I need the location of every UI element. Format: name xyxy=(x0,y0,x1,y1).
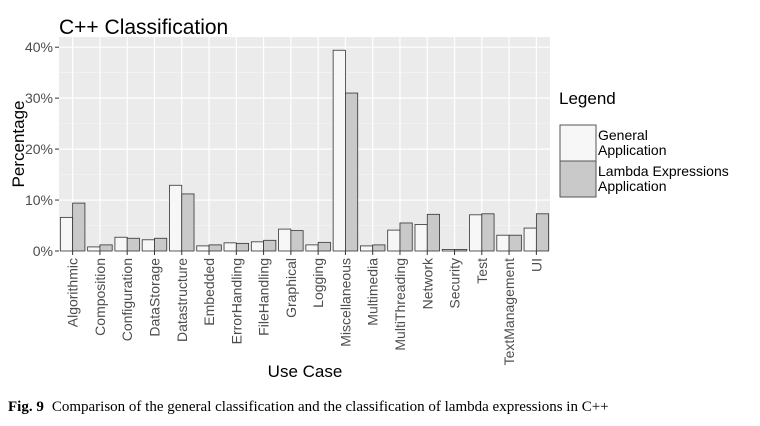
y-tick-label: 40% xyxy=(25,39,53,55)
bar-general-algorithmic xyxy=(59,216,74,252)
bar-general-miscellaneous xyxy=(332,49,346,252)
bar-general-multithreading xyxy=(387,229,401,252)
x-tick-label: Network xyxy=(419,257,435,309)
bar-lambda-multimedia xyxy=(372,244,386,252)
chart-title: C++ Classification xyxy=(59,16,228,39)
legend-key-lambda xyxy=(559,160,597,198)
bar-lambda-filehandling xyxy=(263,239,277,252)
x-tick-label: Logging xyxy=(310,258,326,308)
x-tick-label: Datastructure xyxy=(174,258,190,342)
bar-lambda-algorithmic xyxy=(72,202,86,252)
bar-general-ui xyxy=(523,227,537,252)
x-tick-label: Multimedia xyxy=(365,258,381,326)
bar-lambda-test xyxy=(481,213,495,252)
bar-general-errorhandling xyxy=(223,242,237,252)
x-tick-label: UI xyxy=(528,258,544,272)
bar-general-test xyxy=(469,214,483,252)
bar-lambda-logging xyxy=(317,241,331,252)
bar-lambda-multithreading xyxy=(399,222,413,252)
x-tick-label: Test xyxy=(474,258,490,284)
y-tick-label: 20% xyxy=(25,141,53,157)
bar-lambda-errorhandling xyxy=(235,242,249,252)
bar-lambda-embedded xyxy=(208,244,222,252)
bar-general-network xyxy=(414,224,428,252)
y-tick-label: 30% xyxy=(25,90,53,106)
figure-caption: Fig. 9 Comparison of the general classifi… xyxy=(8,399,609,416)
bar-lambda-miscellaneous xyxy=(345,92,359,252)
x-tick-label: Graphical xyxy=(283,258,299,318)
figure-caption-text: Comparison of the general classification… xyxy=(51,399,609,415)
x-tick-label: Miscellaneous xyxy=(337,258,353,347)
chart: 0% 10% 20% 30% 40% Algorithmic Composition Con… xyxy=(9,16,729,381)
bar-general-embedded xyxy=(196,245,210,252)
x-tick-label: MultiThreading xyxy=(392,258,408,351)
x-tick-label: DataStorage xyxy=(146,258,162,337)
bar-general-multimedia xyxy=(360,245,374,252)
x-tick-label: Algorithmic xyxy=(65,258,81,327)
bar-lambda-graphical xyxy=(290,230,304,252)
y-tick-label: 10% xyxy=(25,192,53,208)
bar-general-security xyxy=(441,249,455,252)
bar-general-datastructure xyxy=(169,184,183,252)
bar-general-composition xyxy=(87,246,101,252)
bar-general-datastorage xyxy=(141,239,155,252)
bar-lambda-network xyxy=(426,213,440,252)
legend-title: Legend xyxy=(559,89,616,108)
bar-lambda-textmanagement xyxy=(508,234,522,252)
figure-caption-label: Fig. 9 xyxy=(8,399,44,415)
x-axis-label: Use Case xyxy=(268,362,343,381)
bar-lambda-ui xyxy=(535,213,550,252)
x-axis: Algorithmic Composition Configuration DataS… xyxy=(65,251,544,366)
bar-lambda-configuration xyxy=(126,237,140,252)
bar-general-logging xyxy=(305,244,319,252)
bar-general-graphical xyxy=(278,228,292,252)
x-tick-label: Composition xyxy=(92,258,108,336)
bar-lambda-security xyxy=(454,249,468,252)
legend-label: Lambda Expressions Application xyxy=(598,163,729,194)
x-tick-label: Embedded xyxy=(201,258,217,326)
bar-general-configuration xyxy=(114,236,128,252)
legend-label: General Application xyxy=(598,127,667,158)
x-tick-label: Configuration xyxy=(119,258,135,341)
y-axis-label: Percentage xyxy=(9,101,28,188)
bar-lambda-datastorage xyxy=(154,237,168,252)
x-tick-label: Security xyxy=(447,258,463,309)
legend-key-general xyxy=(559,124,597,162)
bar-lambda-composition xyxy=(99,244,113,252)
x-tick-label: TextManagement xyxy=(501,258,517,366)
legend: Legend General Application Lambda Expressi… xyxy=(559,89,729,198)
x-tick-label: ErrorHandling xyxy=(228,258,244,344)
bars xyxy=(59,49,550,252)
bar-lambda-datastructure xyxy=(181,193,195,252)
x-tick-label: FileHandling xyxy=(256,258,272,336)
y-axis: 0% 10% 20% 30% 40% xyxy=(25,39,59,259)
y-tick-label: 0% xyxy=(33,243,53,259)
bar-general-textmanagement xyxy=(496,234,510,252)
bar-general-filehandling xyxy=(250,241,264,252)
